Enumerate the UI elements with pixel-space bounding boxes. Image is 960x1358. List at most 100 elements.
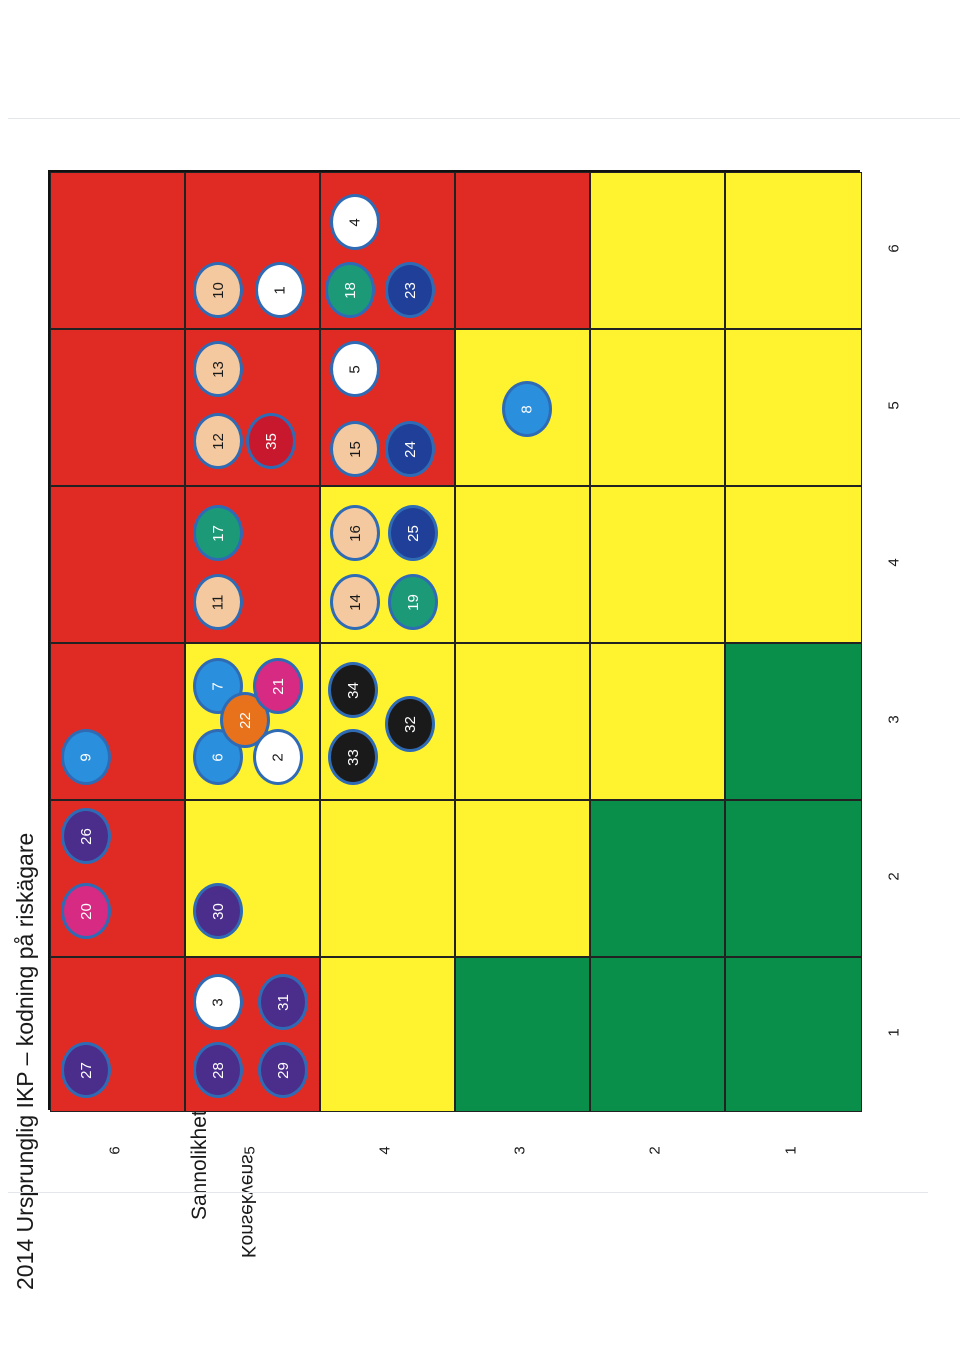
risk-bubble-label: 3 — [209, 997, 227, 1007]
risk-bubble-label: 21 — [269, 677, 287, 695]
risk-bubble: 3 — [193, 974, 243, 1030]
matrix-cell — [455, 486, 590, 643]
risk-bubble-label: 15 — [346, 440, 364, 458]
risk-bubble-label: 4 — [346, 217, 364, 227]
risk-bubble-label: 26 — [77, 827, 95, 845]
page-title: 2014 Ursprunglig IKP – kodning på riskäg… — [12, 832, 38, 1290]
risk-bubble-label: 9 — [77, 752, 95, 762]
guide-line — [8, 1192, 928, 1193]
matrix-cell — [50, 329, 185, 486]
sannolikhet-label: 1 — [885, 1027, 903, 1037]
risk-bubble-label: 28 — [209, 1061, 227, 1079]
risk-bubble-label: 22 — [236, 711, 254, 729]
risk-bubble-label: 2 — [269, 752, 287, 762]
risk-bubble-label: 12 — [209, 432, 227, 450]
guide-line — [8, 118, 960, 119]
risk-bubble-label: 23 — [401, 281, 419, 299]
matrix-cell — [50, 486, 185, 643]
risk-bubble: 10 — [193, 262, 243, 318]
matrix-cell — [725, 486, 862, 643]
risk-bubble: 24 — [385, 421, 435, 477]
sannolikhet-label: 3 — [885, 714, 903, 724]
risk-bubble: 23 — [385, 262, 435, 318]
matrix-cell — [590, 329, 725, 486]
matrix-cell — [725, 957, 862, 1112]
risk-bubble: 14 — [330, 574, 380, 630]
risk-bubble: 16 — [330, 505, 380, 561]
risk-bubble: 33 — [328, 729, 378, 785]
risk-bubble: 11 — [193, 574, 243, 630]
risk-bubble: 4 — [330, 194, 380, 250]
risk-bubble-label: 14 — [346, 593, 364, 611]
matrix-cell — [320, 957, 455, 1112]
sannolikhet-label: 2 — [885, 871, 903, 881]
risk-bubble: 27 — [61, 1042, 111, 1098]
matrix-cell — [320, 800, 455, 957]
risk-bubble-label: 30 — [209, 902, 227, 920]
matrix-cell — [590, 172, 725, 329]
konsekvens-label: 5 — [241, 1146, 259, 1155]
konsekvens-label: 6 — [106, 1146, 124, 1155]
risk-bubble-label: 27 — [77, 1061, 95, 1079]
y-axis-title: Konsekvens — [237, 1154, 258, 1258]
risk-bubble: 32 — [385, 696, 435, 752]
matrix-cell — [590, 957, 725, 1112]
matrix-cell — [455, 643, 590, 800]
risk-bubble-label: 32 — [401, 715, 419, 733]
risk-matrix — [48, 170, 862, 1112]
x-axis-title: Sannolikhet — [188, 1110, 211, 1220]
matrix-cell — [725, 800, 862, 957]
risk-bubble-label: 13 — [209, 360, 227, 378]
risk-bubble: 22 — [220, 692, 270, 748]
risk-bubble-label: 5 — [346, 364, 364, 374]
risk-bubble-label: 31 — [274, 993, 292, 1011]
sannolikhet-label: 4 — [885, 557, 903, 567]
risk-bubble-label: 7 — [209, 681, 227, 691]
risk-bubble: 20 — [61, 883, 111, 939]
matrix-cell — [725, 329, 862, 486]
risk-bubble: 6 — [193, 729, 243, 785]
risk-bubble: 25 — [388, 505, 438, 561]
konsekvens-label: 3 — [511, 1146, 529, 1155]
risk-bubble-label: 33 — [344, 748, 362, 766]
sannolikhet-label: 6 — [885, 243, 903, 253]
risk-bubble: 9 — [61, 729, 111, 785]
risk-bubble-label: 29 — [274, 1061, 292, 1079]
risk-bubble: 30 — [193, 883, 243, 939]
risk-bubble-label: 25 — [404, 524, 422, 542]
risk-bubble: 28 — [193, 1042, 243, 1098]
risk-bubble: 17 — [193, 505, 243, 561]
risk-bubble-label: 6 — [209, 752, 227, 762]
risk-bubble-label: 17 — [209, 524, 227, 542]
risk-bubble: 15 — [330, 421, 380, 477]
risk-bubble: 34 — [328, 662, 378, 718]
konsekvens-label: 1 — [782, 1146, 800, 1155]
risk-bubble: 21 — [253, 658, 303, 714]
konsekvens-label: 4 — [376, 1146, 394, 1155]
matrix-cell — [725, 172, 862, 329]
risk-bubble-label: 35 — [262, 432, 280, 450]
risk-bubble: 12 — [193, 413, 243, 469]
risk-bubble: 5 — [330, 341, 380, 397]
risk-bubble: 19 — [388, 574, 438, 630]
matrix-cell — [590, 800, 725, 957]
matrix-cell — [50, 172, 185, 329]
risk-bubble: 35 — [246, 413, 296, 469]
risk-bubble-label: 1 — [271, 285, 289, 295]
risk-bubble-label: 34 — [344, 681, 362, 699]
risk-bubble-label: 24 — [401, 440, 419, 458]
matrix-cell — [725, 643, 862, 800]
matrix-cell — [455, 800, 590, 957]
risk-bubble: 31 — [258, 974, 308, 1030]
risk-bubble-label: 19 — [404, 593, 422, 611]
matrix-cell — [455, 329, 590, 486]
matrix-cell — [590, 486, 725, 643]
risk-bubble: 8 — [502, 381, 552, 437]
risk-bubble-label: 20 — [77, 902, 95, 920]
risk-bubble: 29 — [258, 1042, 308, 1098]
risk-bubble: 26 — [61, 808, 111, 864]
risk-bubble-label: 11 — [209, 594, 227, 610]
risk-bubble: 2 — [253, 729, 303, 785]
risk-bubble-label: 10 — [209, 281, 227, 299]
sannolikhet-label: 5 — [885, 400, 903, 410]
